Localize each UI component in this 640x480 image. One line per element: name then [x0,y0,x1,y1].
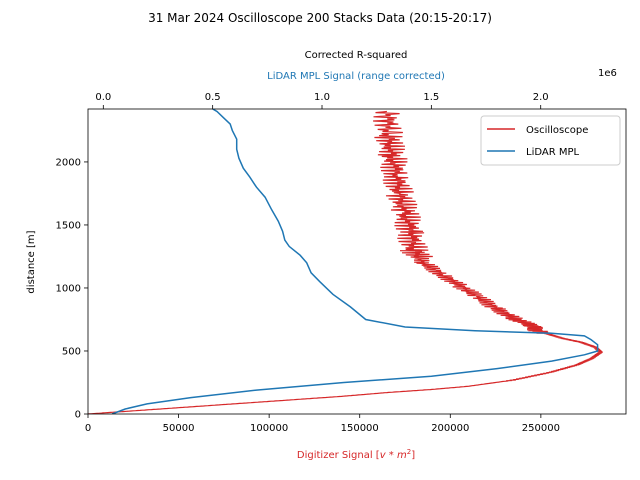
x-tick-label: 200000 [431,423,469,434]
y-tick-label: 1500 [56,220,81,231]
x-tick-label: 0 [85,423,91,434]
top-tick-label: 1.5 [423,92,439,103]
top-axis-label-1: Corrected R-squared [305,50,408,61]
y-tick-label: 1000 [56,283,81,294]
x-axis-label: Digitizer Signal [v * m2] [297,448,415,461]
x-tick-label: 50000 [163,423,195,434]
chart-title: 31 Mar 2024 Oscilloscope 200 Stacks Data… [148,11,492,25]
legend: Oscilloscope LiDAR MPL [480,115,621,166]
series-oscilloscope [88,110,603,414]
plot-axes [87,108,627,415]
top-tick-label: 0.5 [205,92,221,103]
top-tick-label: 0.0 [95,92,111,103]
top-axis-label-2: LiDAR MPL Signal (range corrected) [267,71,445,82]
plot-series [88,109,603,414]
legend-label-lidar: LiDAR MPL [526,147,580,158]
x-tick-label: 150000 [341,423,379,434]
plot-frame [87,108,627,415]
series-lidar-mpl [111,109,599,414]
plot-ticks: 0 50000 100000 150000 200000 250000 0 500 1000 15… [56,92,560,434]
legend-box [480,115,621,166]
y-tick-label: 2000 [56,157,81,168]
top-axis-multiplier: 1e6 [598,68,617,79]
x-tick-label: 250000 [522,423,560,434]
x-tick-label: 100000 [250,423,288,434]
top-tick-label: 2.0 [533,92,549,103]
y-tick-label: 0 [75,410,81,421]
y-axis-label: distance [m] [26,230,37,293]
y-tick-label: 500 [62,346,81,357]
top-tick-label: 1.0 [314,92,330,103]
legend-label-oscilloscope: Oscilloscope [526,125,588,136]
